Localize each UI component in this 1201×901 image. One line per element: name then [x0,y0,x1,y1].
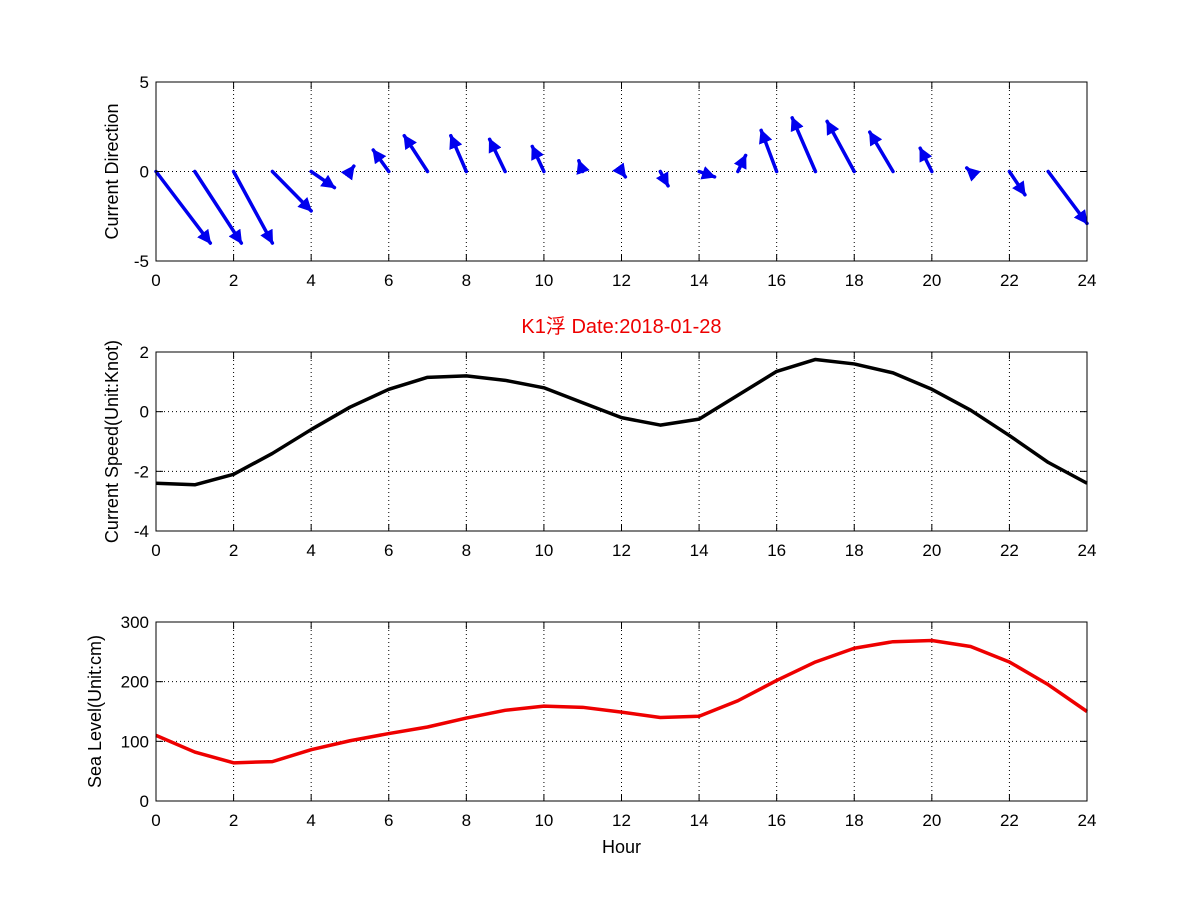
x-tick-label: 12 [612,541,631,560]
y-tick-label: -4 [134,522,149,541]
x-tick-label: 16 [767,541,786,560]
x-tick-label: 18 [845,271,864,290]
direction-arrow [790,116,818,174]
current-direction-panel: 0 2 4 6 8 10 12 14 16 18 20 22 24-505 Current Direct… [102,73,1096,290]
x-tick-label: 4 [306,811,315,830]
y-tick-label: 100 [121,732,149,751]
y-tick-label: -5 [134,252,149,271]
x-tick-label: 0 [151,271,160,290]
direction-arrow [154,169,213,245]
x-tick-label: 0 [151,541,160,560]
x-tick-label: 6 [384,811,393,830]
y-tick-label: 200 [121,673,149,692]
direction-arrow [530,144,546,174]
direction-arrow [1007,169,1027,197]
current-speed-series [155,357,1088,487]
x-tick-label: 22 [1000,541,1019,560]
x-tick-label: 22 [1000,271,1019,290]
direction-arrow [964,166,981,182]
y-tick-label: 0 [140,163,149,182]
current-direction-ticks: 0 2 4 6 8 10 12 14 16 18 20 22 24-505 [134,73,1097,290]
x-tick-label: 16 [767,811,786,830]
current-direction-arrows [154,116,1089,245]
direction-arrow [612,162,628,179]
x-tick-label: 14 [690,811,709,830]
direction-arrow [697,166,717,180]
direction-arrow [733,153,748,174]
y-tick-label: 2 [140,343,149,362]
current-speed-grid [156,352,1087,531]
x-tick-label: 14 [690,271,709,290]
x-tick-label: 4 [306,271,315,290]
sea-level-ylabel: Sea Level(Unit:cm) [85,635,105,788]
x-tick-label: 6 [384,541,393,560]
y-tick-label: 300 [121,613,149,632]
y-tick-label: 0 [140,403,149,422]
x-tick-label: 10 [534,811,553,830]
sea-level-xlabel: Hour [602,837,641,857]
x-tick-label: 2 [229,271,238,290]
x-tick-label: 8 [462,811,471,830]
x-tick-label: 2 [229,811,238,830]
x-tick-label: 20 [922,811,941,830]
y-tick-label: 5 [140,73,149,92]
x-tick-label: 16 [767,271,786,290]
direction-arrow [402,133,430,174]
x-tick-label: 18 [845,541,864,560]
x-tick-label: 22 [1000,811,1019,830]
direction-arrow [576,159,590,175]
direction-arrow [825,119,856,174]
direction-arrow [759,128,779,174]
x-tick-label: 24 [1078,811,1097,830]
direction-arrow [487,137,507,174]
x-tick-label: 4 [306,541,315,560]
x-tick-label: 12 [612,811,631,830]
direction-arrow [868,130,895,174]
x-tick-label: 24 [1078,541,1097,560]
direction-arrow [231,169,275,245]
direction-arrow [1046,169,1089,226]
direction-arrow [270,169,313,213]
series-line [155,638,1088,765]
current-direction-ylabel: Current Direction [102,103,122,239]
x-tick-label: 6 [384,271,393,290]
direction-arrow [655,169,670,188]
y-tick-label: -2 [134,462,149,481]
x-tick-label: 0 [151,811,160,830]
x-tick-label: 20 [922,541,941,560]
x-tick-label: 18 [845,811,864,830]
current-speed-ylabel: Current Speed(Unit:Knot) [102,340,122,543]
x-tick-label: 8 [462,271,471,290]
x-tick-label: 20 [922,271,941,290]
x-tick-label: 10 [534,271,553,290]
direction-arrow [193,169,244,245]
direction-arrow [309,169,337,190]
x-tick-label: 14 [690,541,709,560]
x-tick-label: 12 [612,271,631,290]
current-speed-panel: K1浮 Date:2018-01-28 0 2 4 6 8 10 12 14 16 18 20 22 2… [102,315,1096,560]
x-tick-label: 2 [229,541,238,560]
sea-level-series [155,638,1088,765]
y-tick-label: 0 [140,792,149,811]
direction-arrow [371,148,391,174]
direction-arrow [340,164,356,181]
chart-title: K1浮 Date:2018-01-28 [521,315,721,338]
x-tick-label: 24 [1078,271,1097,290]
x-tick-label: 8 [462,541,471,560]
direction-arrow [449,133,469,174]
x-tick-label: 10 [534,541,553,560]
current-speed-ticks: 0 2 4 6 8 10 12 14 16 18 20 22 24-4-202 [134,343,1097,560]
direction-arrow [918,146,934,174]
series-line [155,357,1088,487]
